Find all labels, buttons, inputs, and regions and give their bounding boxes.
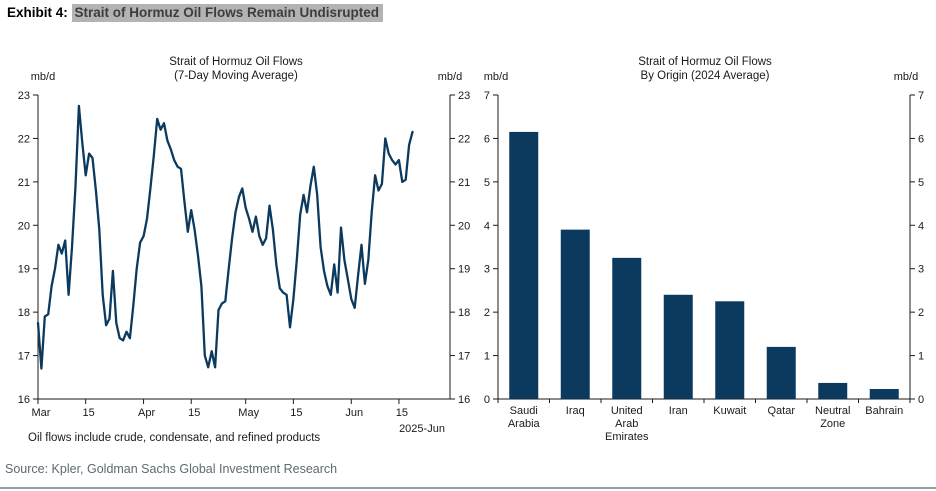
bottom-rule [0, 487, 936, 489]
line-chart-title-line2: (7-Day Moving Average) [174, 70, 298, 82]
bar-chart-unit-left: mb/d [484, 71, 508, 83]
x-tick-label: Jun [345, 407, 363, 419]
bar-category-label: Zone [820, 418, 845, 430]
y-tick-label-left: 17 [18, 351, 30, 363]
bar-iraq [560, 229, 590, 399]
line-chart-x-end-label: 2025-Jun [399, 423, 445, 435]
line-chart-unit-right: mb/d [438, 71, 462, 83]
y-tick-label-right: 1 [918, 351, 924, 363]
line-chart-title-line1: Strait of Hormuz Oil Flows [169, 56, 303, 68]
y-tick-label-left: 3 [484, 264, 490, 276]
x-tick-label: 15 [290, 407, 302, 419]
bar-iran [663, 294, 693, 399]
y-tick-label-left: 23 [18, 90, 30, 102]
x-tick-label: Mar [32, 407, 51, 419]
x-tick-label: Apr [138, 407, 155, 419]
y-tick-label-right: 7 [918, 90, 924, 102]
bar-kuwait [715, 301, 745, 399]
bar-category-label: Iran [669, 405, 688, 417]
y-tick-label-right: 17 [458, 351, 470, 363]
y-tick-label-left: 7 [484, 90, 490, 102]
exhibit-title: Strait of Hormuz Oil Flows Remain Undisr… [71, 4, 384, 22]
bar-category-label: Emirates [605, 431, 649, 443]
y-tick-label-left: 16 [18, 394, 30, 406]
y-tick-label-right: 2 [918, 307, 924, 319]
x-tick-label: 15 [83, 407, 95, 419]
bar-chart-axes [497, 95, 911, 400]
y-tick-label-left: 22 [18, 133, 30, 145]
bar-bahrain [869, 389, 899, 399]
y-tick-label-left: 1 [484, 351, 490, 363]
bar-category-label: Bahrain [865, 405, 903, 417]
bar-category-label: Iraq [566, 405, 585, 417]
y-tick-label-left: 4 [484, 220, 490, 232]
y-tick-label-right: 0 [918, 394, 924, 406]
y-tick-label-left: 20 [18, 220, 30, 232]
bar-chart-title-line2: By Origin (2024 Average) [641, 70, 770, 82]
y-tick-label-right: 22 [458, 133, 470, 145]
bar-category-label: Qatar [767, 405, 795, 417]
y-tick-label-right: 21 [458, 177, 470, 189]
x-tick-label: May [238, 407, 259, 419]
y-tick-label-left: 18 [18, 307, 30, 319]
line-chart-axes [37, 95, 451, 400]
bar-category-label: Arabia [508, 418, 541, 430]
bar-category-label: Neutral [815, 405, 850, 417]
y-tick-label-left: 5 [484, 177, 490, 189]
bar-category-label: Arab [615, 418, 638, 430]
y-tick-label-left: 0 [484, 394, 490, 406]
y-tick-label-right: 19 [458, 264, 470, 276]
y-tick-label-right: 5 [918, 177, 924, 189]
line-series [36, 104, 414, 370]
y-tick-label-right: 20 [458, 220, 470, 232]
bar-qatar [766, 346, 796, 399]
x-tick-label: 15 [396, 407, 408, 419]
y-tick-label-right: 4 [918, 220, 924, 232]
y-tick-label-right: 3 [918, 264, 924, 276]
x-tick-label: 15 [188, 407, 200, 419]
exhibit-label: Exhibit 4: [7, 5, 68, 20]
y-tick-label-right: 16 [458, 394, 470, 406]
y-tick-label-right: 6 [918, 133, 924, 145]
bar-chart-title-line1: Strait of Hormuz Oil Flows [638, 56, 772, 68]
bar-category-label: Kuwait [713, 405, 746, 417]
bar-neutral-zone [818, 382, 848, 399]
y-tick-label-left: 2 [484, 307, 490, 319]
y-tick-label-right: 18 [458, 307, 470, 319]
bar-category-label: United [611, 405, 643, 417]
line-chart-footnote: Oil flows include crude, condensate, and… [28, 432, 320, 444]
bar-category-label: Saudi [510, 405, 538, 417]
line-chart: Strait of Hormuz Oil Flows (7-Day Moving… [18, 56, 471, 444]
line-chart-plot: 16 16 17 17 18 18 19 19 20 20 21 21 22 22 23 23 Mar 15 Apr… [18, 90, 471, 419]
y-tick-label-left: 21 [18, 177, 30, 189]
bar-chart: Strait of Hormuz Oil Flows By Origin (20… [484, 56, 924, 443]
bar-chart-unit-right: mb/d [894, 71, 918, 83]
y-tick-label-left: 19 [18, 264, 30, 276]
source-note: Source: Kpler, Goldman Sachs Global Inve… [5, 462, 338, 476]
exhibit-header: Exhibit 4: Strait of Hormuz Oil Flows Re… [7, 4, 384, 22]
y-tick-label-right: 23 [458, 90, 470, 102]
bar-saudi-arabia [509, 131, 539, 399]
line-chart-unit-left: mb/d [31, 71, 55, 83]
y-tick-label-left: 6 [484, 133, 490, 145]
bar-united-arab-emirates [612, 257, 642, 399]
